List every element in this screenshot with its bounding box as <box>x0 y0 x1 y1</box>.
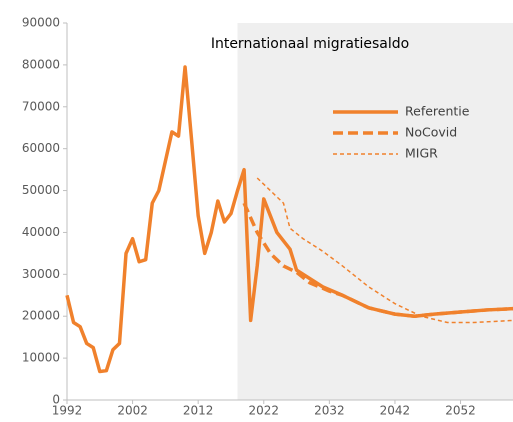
series-line <box>65 65 513 374</box>
x-tick-label: 2022 <box>248 404 279 418</box>
y-tick-label: 10000 <box>22 351 60 365</box>
y-tick-label: 60000 <box>22 141 60 155</box>
forecast-shade <box>237 23 513 400</box>
chart-title: Internationaal migratiesaldo <box>211 36 409 52</box>
y-tick-label: 90000 <box>22 16 60 30</box>
y-tick-label: 0 <box>52 393 60 407</box>
x-tick-label: 2012 <box>183 404 214 418</box>
x-tick-label: 2002 <box>117 404 148 418</box>
y-tick-label: 50000 <box>22 183 60 197</box>
y-tick-label: 40000 <box>22 225 60 239</box>
x-tick-label: 2052 <box>445 404 476 418</box>
y-tick-label: 70000 <box>22 99 60 113</box>
y-tick-label: 30000 <box>22 267 60 281</box>
x-tick-label: 2042 <box>380 404 411 418</box>
x-tick-label: 1992 <box>52 404 83 418</box>
legend-label: Referentie <box>405 104 470 119</box>
legend-label: NoCovid <box>405 125 457 140</box>
series-line <box>256 177 513 324</box>
y-tick-label: 20000 <box>22 309 60 323</box>
y-tick-label: 80000 <box>22 57 60 71</box>
legend-label: MIGR <box>405 146 438 161</box>
series-line <box>242 202 513 318</box>
x-tick-label: 2032 <box>314 404 345 418</box>
